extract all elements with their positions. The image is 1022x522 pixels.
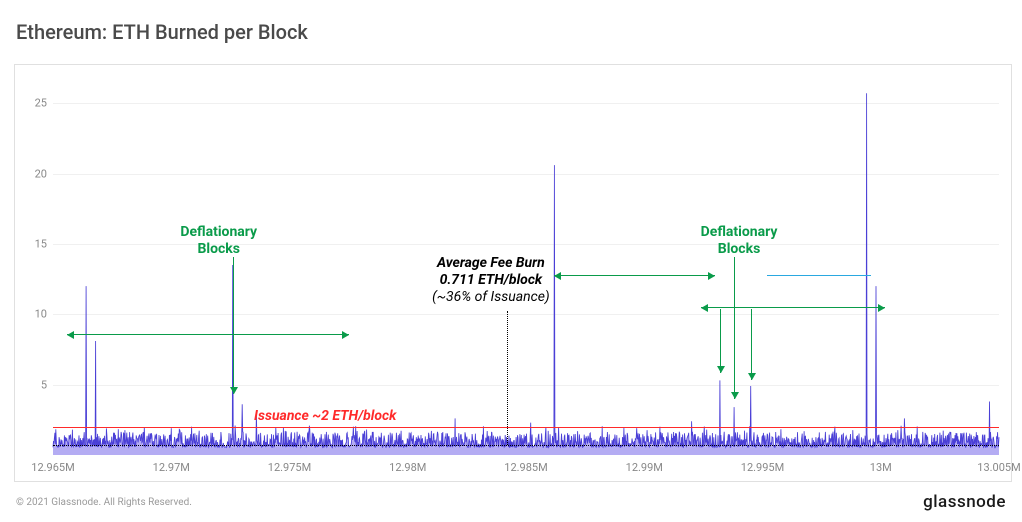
chart-frame: 5 10 15 20 25 12.965M 12.97M 12.975M 12.98M 12.98… (14, 64, 1012, 482)
issuance-line (53, 427, 999, 428)
defl-right-label: DeflationaryBlocks (701, 224, 778, 258)
copyright-text: © 2021 Glassnode. All Rights Reserved. (16, 497, 192, 508)
defl-right-v-arrow (751, 309, 752, 381)
x-axis-tick: 12.97M (153, 461, 190, 474)
y-axis-tick: 10 (35, 308, 47, 321)
y-axis-tick: 25 (35, 97, 47, 110)
defl-right-v-arrow (720, 309, 721, 374)
avg-burn-leader (507, 311, 508, 445)
defl-left-label: DeflationaryBlocks (180, 224, 257, 258)
plot-area: 51015202512.965M12.97M12.975M12.98M12.98… (53, 75, 999, 455)
defl-left-h-arrow (67, 334, 348, 335)
defl-right-v-arrow (734, 257, 735, 399)
defl-right-h-arrow (701, 307, 885, 308)
avg-burn-annotation: Average Fee Burn0.711 ETH/block(~36% of … (432, 255, 550, 305)
defl-left-v-arrow (233, 257, 234, 395)
x-axis-tick: 12.98M (389, 461, 426, 474)
issuance-label: Issuance ~2 ETH/block (254, 408, 396, 424)
x-axis-tick: 12.99M (626, 461, 663, 474)
x-axis-tick: 13M (870, 461, 892, 474)
x-axis-tick: 12.965M (31, 461, 74, 474)
brand-logo: glassnode (923, 492, 1006, 512)
x-axis-tick: 13.005M (977, 461, 1020, 474)
page-title: Ethereum: ETH Burned per Block (16, 20, 308, 44)
x-axis-tick: 12.985M (504, 461, 547, 474)
x-axis-tick: 12.995M (741, 461, 784, 474)
x-axis-tick: 12.975M (268, 461, 311, 474)
y-axis-tick: 15 (35, 237, 47, 250)
y-axis-tick: 20 (35, 167, 47, 180)
y-axis-tick: 5 (41, 378, 47, 391)
avg-burn-line (53, 445, 999, 446)
defl-right-h-arrow (554, 275, 715, 276)
defl-right-h-arrow (767, 275, 871, 276)
